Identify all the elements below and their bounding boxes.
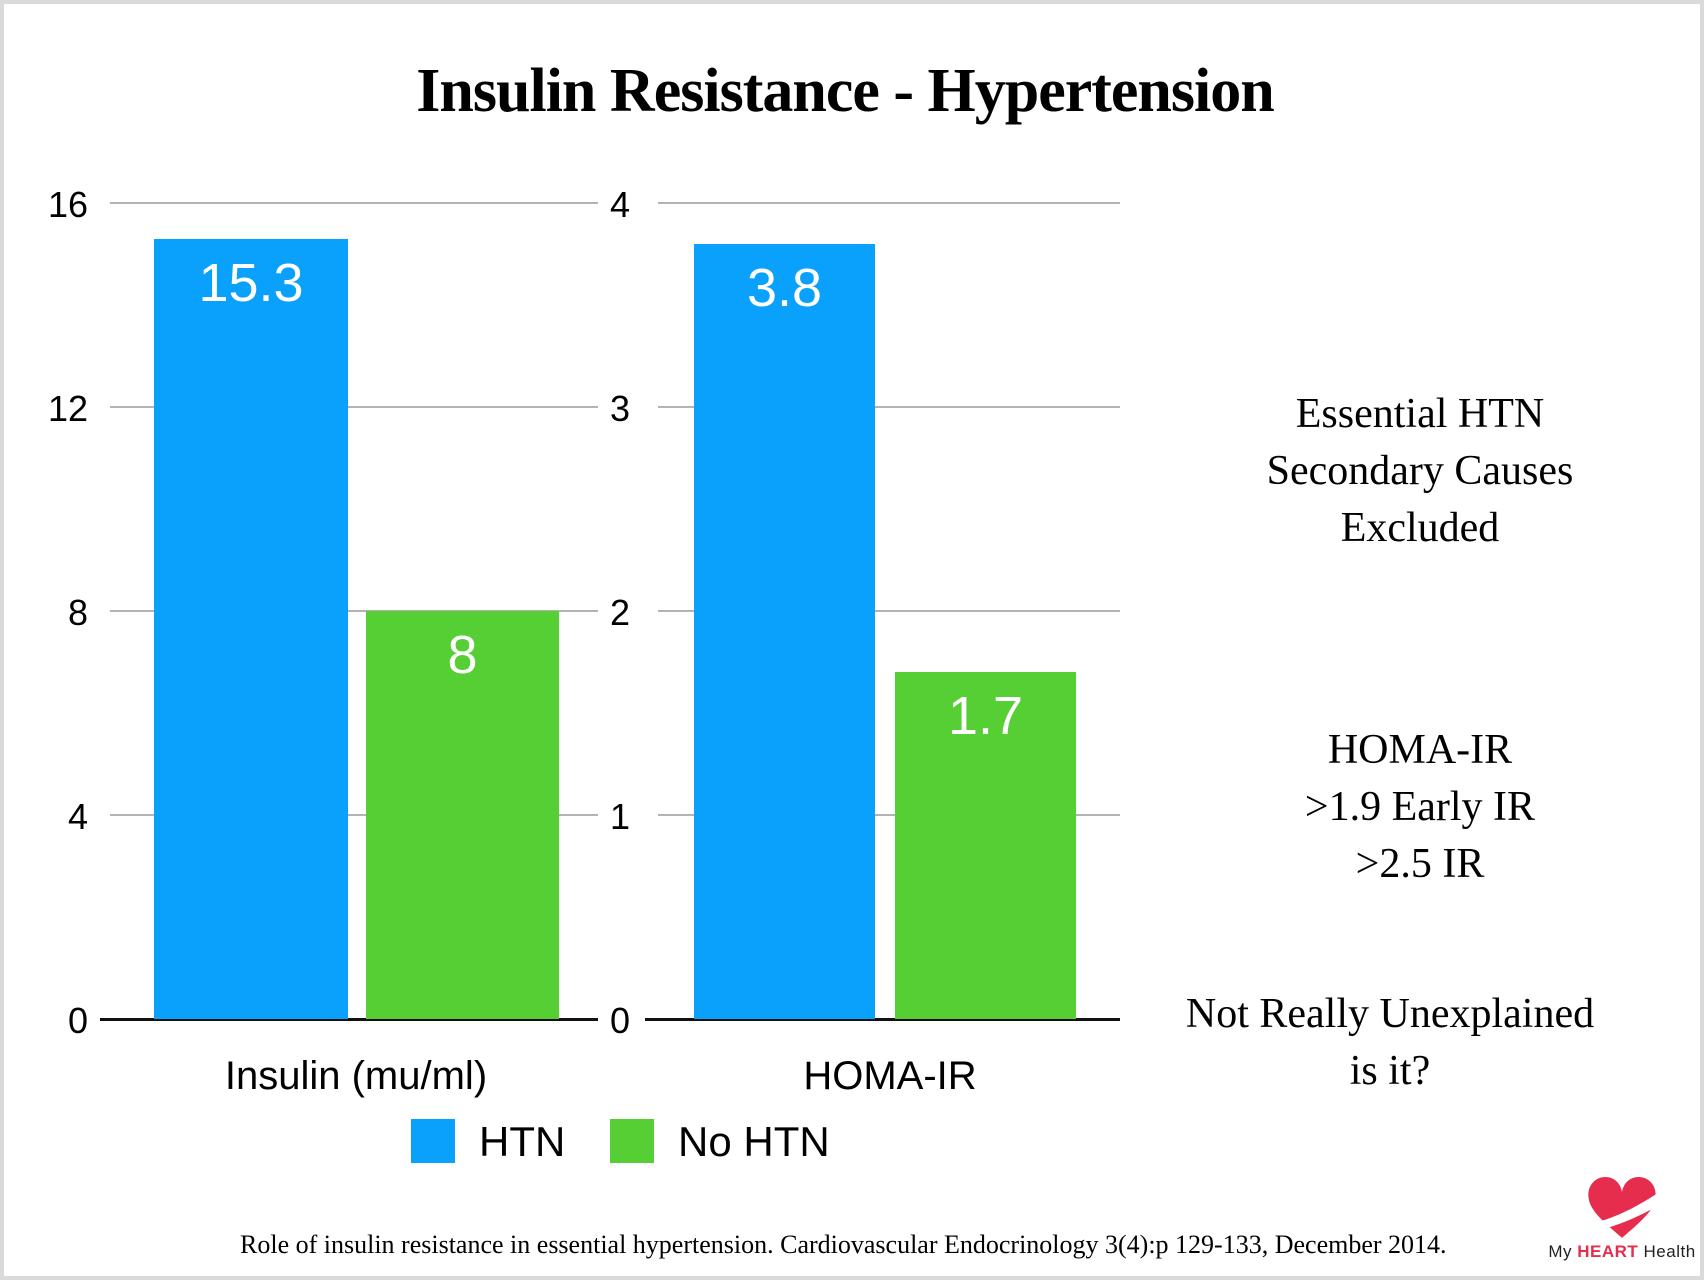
x-axis-line [100, 1018, 598, 1021]
y-tick-label: 12 [47, 388, 88, 429]
legend-swatch-no-htn [610, 1119, 654, 1163]
y-gridline [658, 406, 1120, 408]
x-axis-label: HOMA-IR [803, 1054, 977, 1098]
legend-swatch-htn [411, 1119, 455, 1163]
y-tick-label: 1 [609, 796, 630, 837]
y-tick-label: 16 [47, 184, 88, 225]
bar-value-label: 3.8 [746, 257, 823, 318]
y-gridline [110, 610, 598, 612]
citation: Role of insulin resistance in essential … [240, 1230, 1447, 1259]
chart-title: Insulin Resistance - Hypertension [416, 57, 1274, 125]
note-line: Not Really Unexplained [1185, 991, 1595, 1037]
note-line: >1.9 Early IR [1304, 784, 1536, 830]
bar-htn: 3.8 [694, 243, 875, 1019]
y-tick-label: 0 [609, 1000, 630, 1041]
note-homa-ir-thresholds: HOMA-IR >1.9 Early IR >2.5 IR [1140, 722, 1700, 893]
y-gridline [110, 202, 598, 204]
y-tick-label: 4 [609, 184, 630, 225]
heart-icon [1585, 1177, 1659, 1238]
y-gridline [658, 814, 1120, 816]
y-tick-label: 8 [67, 592, 88, 633]
bar-value-label: 8 [447, 625, 478, 685]
note-not-really-unexplained: Not Really Unexplained is it? [1100, 986, 1680, 1100]
y-tick-label: 4 [67, 796, 88, 837]
bar-htn: 15.3 [154, 238, 348, 1019]
y-gridline [110, 406, 598, 408]
logo-text-heart: HEART [1577, 1242, 1639, 1261]
x-axis-line [645, 1018, 1120, 1021]
y-tick-label: 2 [609, 592, 630, 633]
my-heart-health-logo: My HEART Health [1540, 1172, 1704, 1262]
legend-label-htn: HTN [479, 1118, 566, 1165]
bar-no-htn: 1.7 [895, 672, 1076, 1019]
note-line: is it? [1349, 1048, 1431, 1094]
note-line: Secondary Causes [1266, 448, 1574, 494]
bar-value-label: 15.3 [198, 252, 304, 313]
logo-text-my: My [1548, 1242, 1578, 1261]
note-essential-htn: Essential HTN Secondary Causes Excluded [1140, 386, 1700, 557]
note-line: Essential HTN [1295, 391, 1545, 437]
logo-text-health: Health [1638, 1242, 1696, 1261]
note-line: Excluded [1340, 505, 1500, 551]
y-tick-label: 0 [67, 1000, 88, 1041]
y-tick-label: 3 [609, 388, 630, 429]
y-gridline [658, 202, 1120, 204]
logo-text: My HEART Health [1540, 1242, 1704, 1262]
note-line: HOMA-IR [1327, 727, 1513, 773]
legend-label-no-htn: No HTN [678, 1118, 830, 1165]
bar-no-htn: 8 [366, 611, 559, 1019]
note-line: >2.5 IR [1355, 841, 1485, 887]
y-gridline [110, 814, 598, 816]
y-gridline [658, 610, 1120, 612]
x-axis-label: Insulin (mu/ml) [224, 1054, 488, 1098]
bar-value-label: 1.7 [947, 686, 1024, 747]
